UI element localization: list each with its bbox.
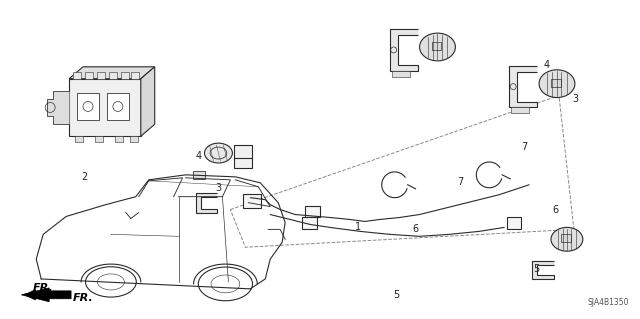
Text: 7: 7 <box>521 142 527 152</box>
Bar <box>121 72 129 79</box>
Polygon shape <box>47 91 69 124</box>
Ellipse shape <box>539 70 575 98</box>
Bar <box>234 158 252 168</box>
Text: 2: 2 <box>81 172 87 182</box>
Bar <box>97 72 105 79</box>
Bar <box>507 218 521 229</box>
Bar <box>392 71 410 77</box>
Text: 3: 3 <box>572 94 578 104</box>
Bar <box>193 171 205 179</box>
Bar <box>77 93 99 120</box>
Bar <box>431 42 442 50</box>
Bar <box>107 93 129 120</box>
Ellipse shape <box>551 227 583 251</box>
Bar <box>551 79 561 87</box>
Bar <box>561 234 571 242</box>
Bar <box>234 145 252 159</box>
Polygon shape <box>141 67 155 136</box>
Text: 4: 4 <box>543 60 549 70</box>
Text: 4: 4 <box>196 151 202 161</box>
Bar <box>511 108 529 114</box>
Bar <box>109 72 117 79</box>
Bar <box>69 79 141 136</box>
Text: 7: 7 <box>457 177 463 187</box>
Bar <box>115 136 123 142</box>
Text: 6: 6 <box>553 205 559 215</box>
Polygon shape <box>21 288 71 302</box>
Text: 6: 6 <box>413 224 419 234</box>
Text: SJA4B1350: SJA4B1350 <box>587 298 628 307</box>
Bar <box>85 72 93 79</box>
Bar <box>130 136 138 142</box>
Bar <box>131 72 139 79</box>
Ellipse shape <box>205 143 232 163</box>
Polygon shape <box>509 66 537 108</box>
Polygon shape <box>196 193 218 212</box>
Polygon shape <box>532 261 554 279</box>
Polygon shape <box>390 29 417 71</box>
Bar <box>73 72 81 79</box>
Polygon shape <box>69 67 155 79</box>
Ellipse shape <box>420 33 456 61</box>
Text: 5: 5 <box>534 263 540 274</box>
Bar <box>305 205 320 218</box>
Bar <box>95 136 103 142</box>
Bar <box>75 136 83 142</box>
Text: 3: 3 <box>215 183 221 193</box>
Text: 1: 1 <box>355 222 362 233</box>
Bar <box>302 218 317 229</box>
Text: FR.: FR. <box>73 293 94 303</box>
Text: FR.: FR. <box>33 283 54 293</box>
Bar <box>243 194 261 208</box>
Text: 5: 5 <box>394 291 399 300</box>
